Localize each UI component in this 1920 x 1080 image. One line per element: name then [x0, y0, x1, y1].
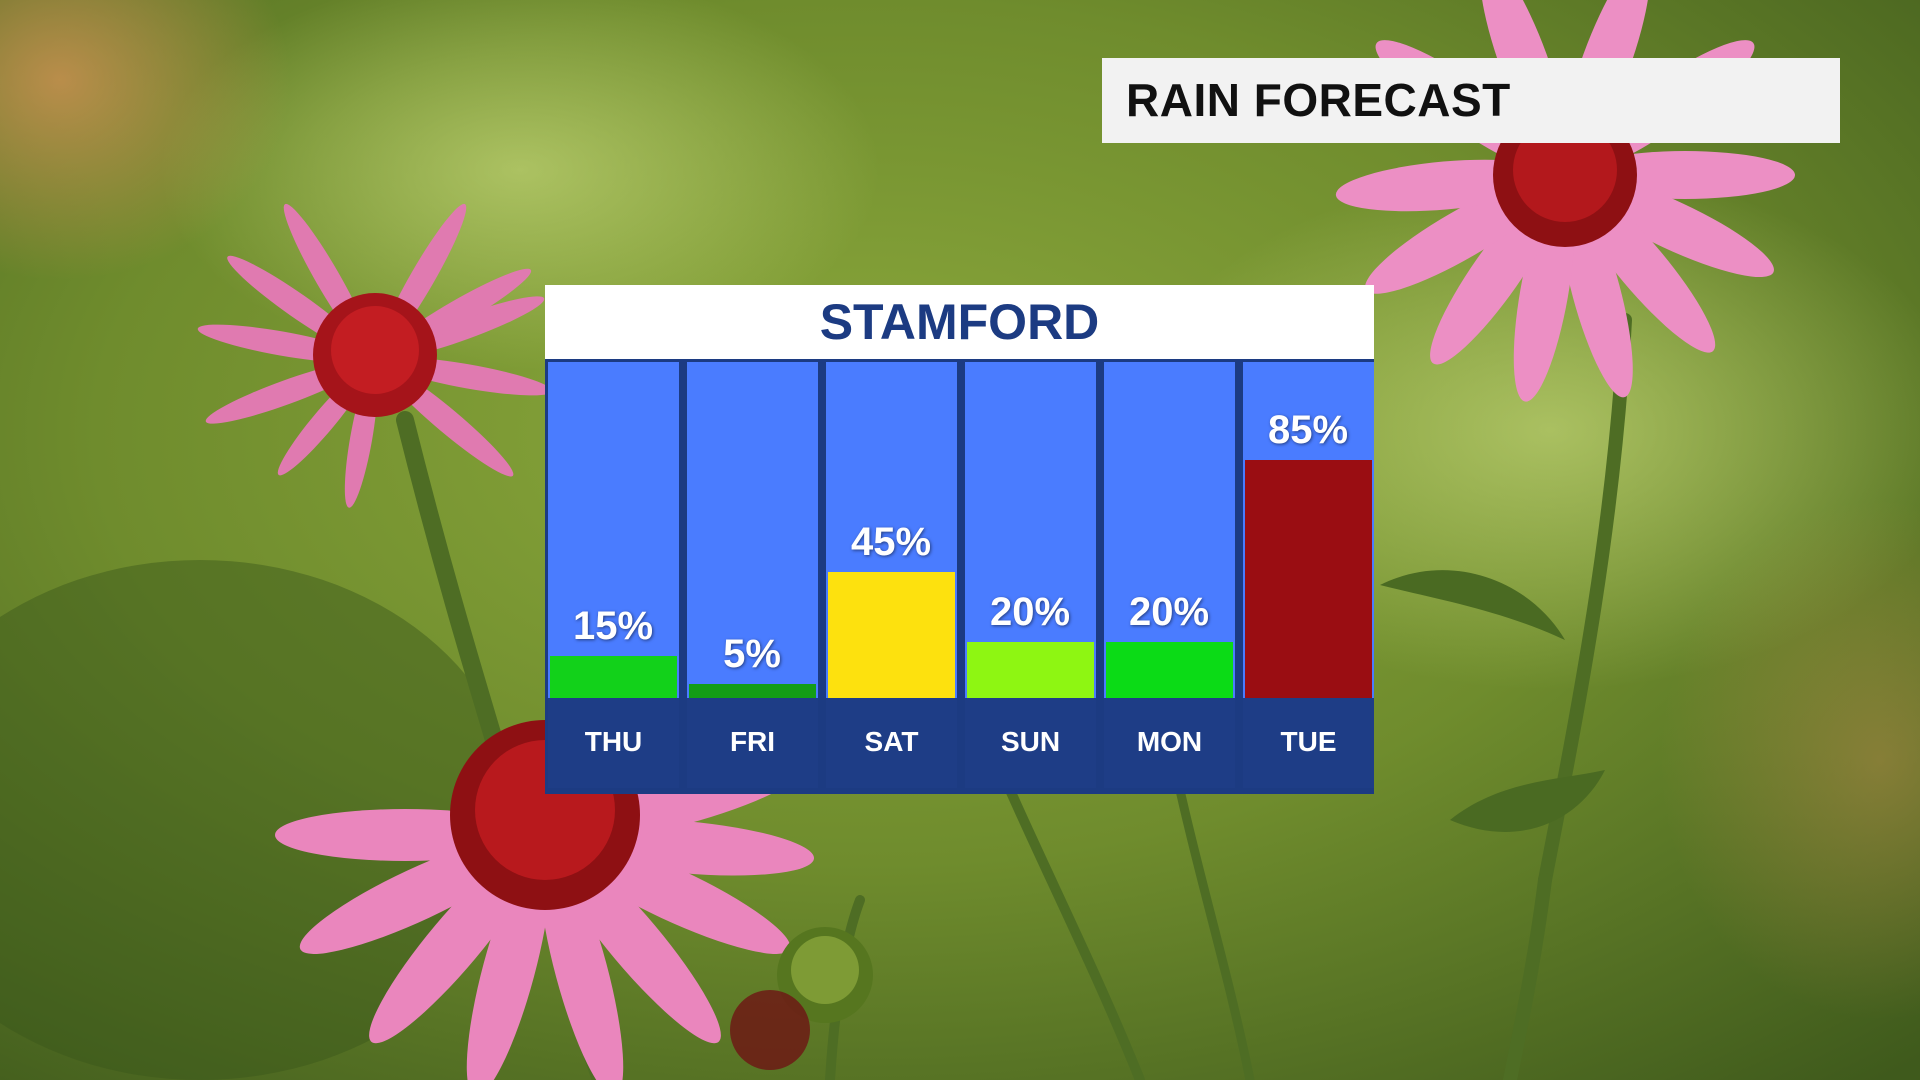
day-cell-sun — [965, 698, 1096, 788]
stamford-forecast-chart: STAMFORD 15% THU 5% FRI 45% SAT 20% SUN 20% MON 85… — [545, 285, 1374, 794]
tick-label-sun: SUN — [1000, 726, 1061, 757]
day-cell-mon — [1104, 698, 1235, 788]
bar-fri — [689, 684, 816, 698]
bar-tue — [1245, 460, 1372, 698]
day-cell-thu — [548, 698, 679, 788]
value-label-fri: 5% — [723, 632, 781, 676]
value-label-tue: 85% — [1267, 408, 1349, 452]
rain-forecast-title-box: RAIN FORECAST — [1102, 58, 1840, 143]
column-background-fri — [687, 362, 818, 698]
bar-sun — [967, 642, 1094, 698]
value-label-sun: 20% — [989, 590, 1071, 634]
value-label-thu: 15% — [572, 604, 654, 648]
value-label-mon: 20% — [1128, 590, 1210, 634]
day-cell-sat — [826, 698, 957, 788]
rain-forecast-title: RAIN FORECAST — [1126, 74, 1511, 126]
bar-sat — [828, 572, 955, 698]
chart-header: STAMFORD — [545, 285, 1374, 359]
day-cell-fri — [687, 698, 818, 788]
column-background-thu — [548, 362, 679, 698]
tick-label-thu: THU — [584, 726, 643, 757]
chart-title: STAMFORD — [819, 294, 1100, 350]
value-label-sat: 45% — [850, 520, 932, 564]
tick-label-fri: FRI — [729, 726, 776, 757]
bar-thu — [550, 656, 677, 698]
day-cell-tue — [1243, 698, 1374, 788]
tick-label-sat: SAT — [864, 726, 919, 757]
tick-label-mon: MON — [1136, 726, 1203, 757]
tick-label-tue: TUE — [1280, 726, 1337, 757]
bar-mon — [1106, 642, 1233, 698]
